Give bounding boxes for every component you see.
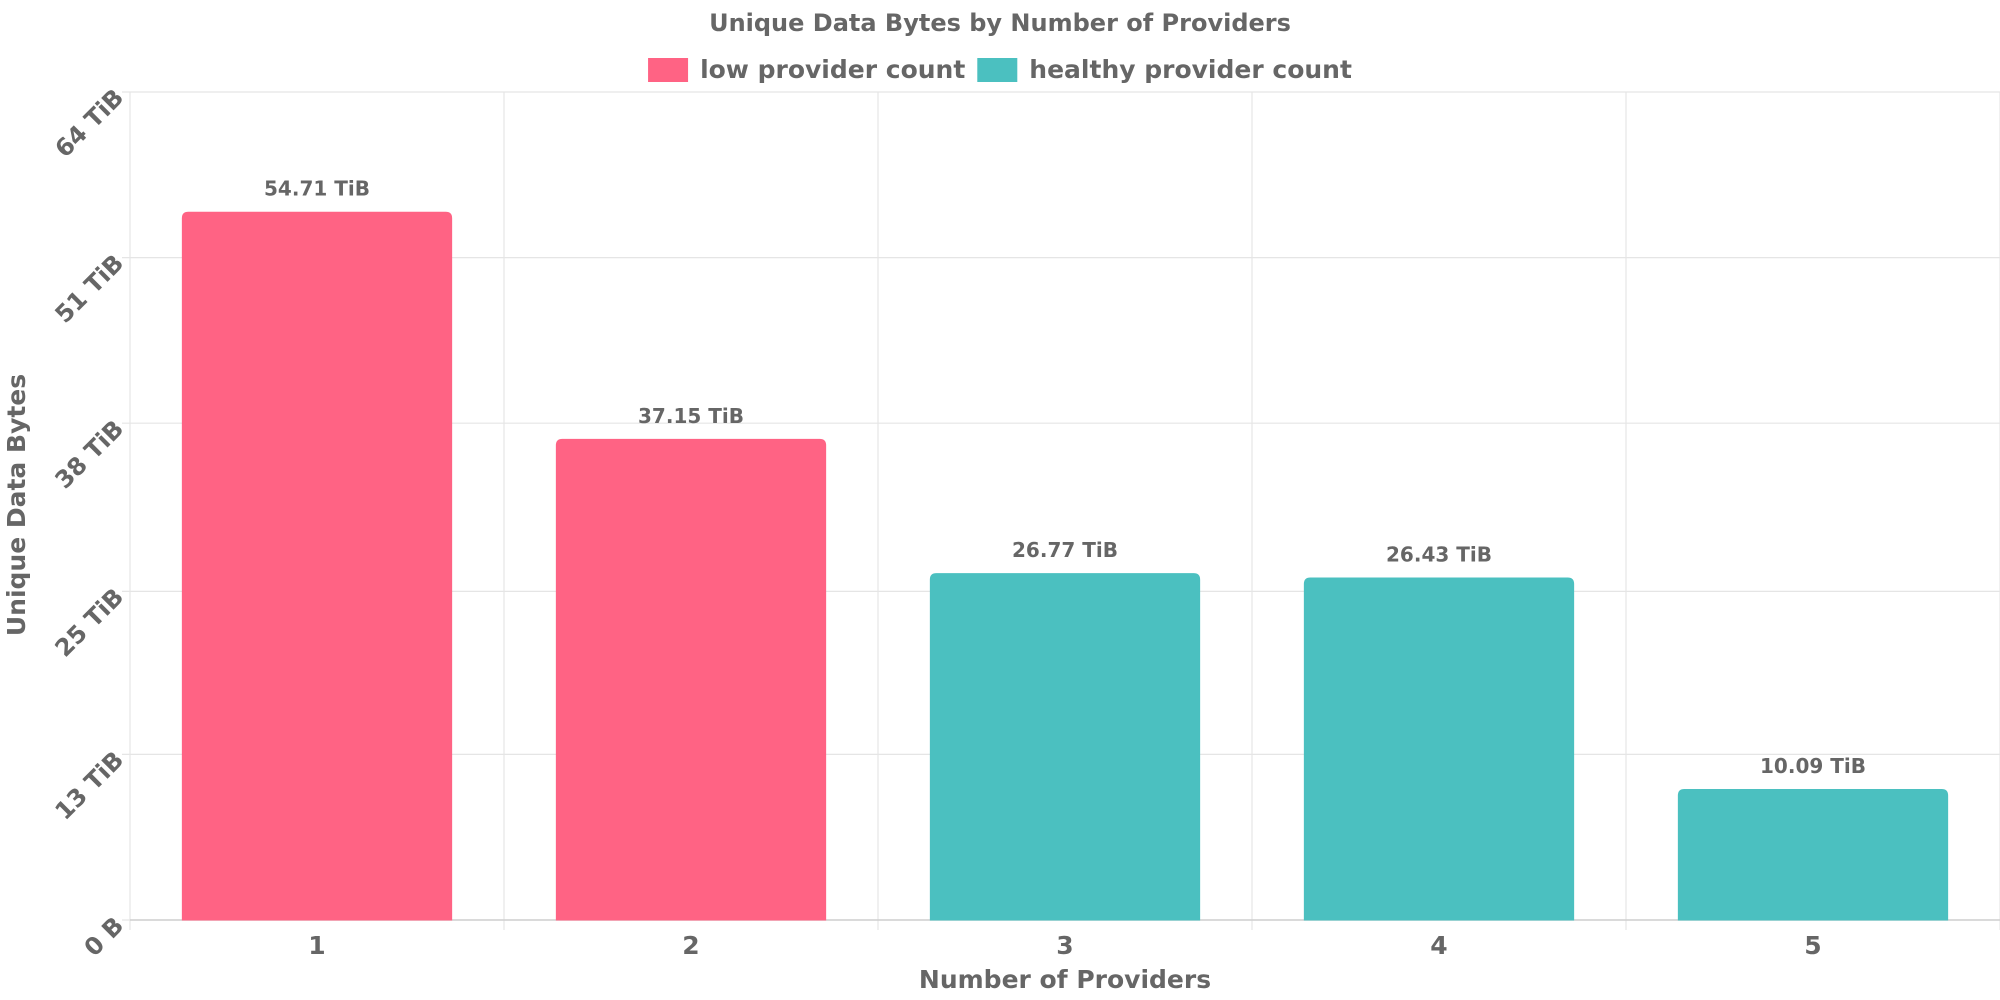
value-label: 26.77 TiB (1012, 538, 1118, 562)
x-tick-label: 5 (1804, 931, 1821, 960)
y-tick-label: 51 TiB (50, 249, 130, 329)
legend-label[interactable]: low provider count (700, 55, 965, 84)
bar (1677, 788, 1949, 921)
value-label: 37.15 TiB (638, 404, 744, 428)
value-label: 10.09 TiB (1760, 754, 1866, 778)
y-tick-label: 38 TiB (50, 415, 130, 495)
y-tick-label: 0 B (79, 911, 129, 961)
bar (929, 573, 1201, 921)
legend-swatch[interactable] (977, 58, 1018, 82)
bar (555, 438, 827, 921)
y-tick-label: 64 TiB (50, 83, 130, 163)
y-tick-label: 13 TiB (50, 746, 130, 826)
x-tick-label: 2 (682, 931, 699, 960)
bar (181, 211, 453, 921)
chart-title: Unique Data Bytes by Number of Providers (709, 9, 1291, 37)
y-axis-label: Unique Data Bytes (2, 374, 31, 636)
bar (1303, 577, 1575, 921)
x-axis-label: Number of Providers (919, 965, 1211, 994)
legend-swatch[interactable] (648, 58, 689, 82)
x-tick-label: 4 (1430, 931, 1447, 960)
value-label: 54.71 TiB (264, 177, 370, 201)
y-tick-label: 25 TiB (50, 583, 130, 663)
x-tick-label: 3 (1056, 931, 1073, 960)
x-tick-label: 1 (308, 931, 325, 960)
value-label: 26.43 TiB (1386, 543, 1492, 567)
legend-label[interactable]: healthy provider count (1029, 55, 1352, 84)
